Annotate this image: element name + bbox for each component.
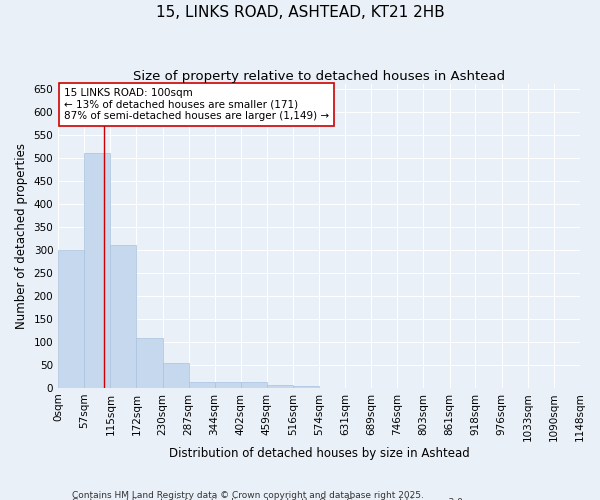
- Text: 15 LINKS ROAD: 100sqm
← 13% of detached houses are smaller (171)
87% of semi-det: 15 LINKS ROAD: 100sqm ← 13% of detached …: [64, 88, 329, 121]
- Bar: [241, 382, 267, 388]
- Bar: [188, 382, 215, 388]
- Bar: [84, 153, 110, 388]
- Bar: [58, 250, 84, 388]
- Bar: [136, 338, 163, 388]
- Bar: [215, 382, 241, 388]
- Bar: [293, 386, 319, 388]
- Bar: [267, 384, 293, 388]
- Title: Size of property relative to detached houses in Ashtead: Size of property relative to detached ho…: [133, 70, 505, 83]
- Y-axis label: Number of detached properties: Number of detached properties: [15, 143, 28, 329]
- Bar: [110, 245, 136, 388]
- X-axis label: Distribution of detached houses by size in Ashtead: Distribution of detached houses by size …: [169, 447, 469, 460]
- Text: 15, LINKS ROAD, ASHTEAD, KT21 2HB: 15, LINKS ROAD, ASHTEAD, KT21 2HB: [155, 5, 445, 20]
- Text: Contains public sector information licensed under the Open Government Licence v3: Contains public sector information licen…: [72, 498, 466, 500]
- Text: Contains HM Land Registry data © Crown copyright and database right 2025.: Contains HM Land Registry data © Crown c…: [72, 490, 424, 500]
- Bar: [163, 364, 188, 388]
